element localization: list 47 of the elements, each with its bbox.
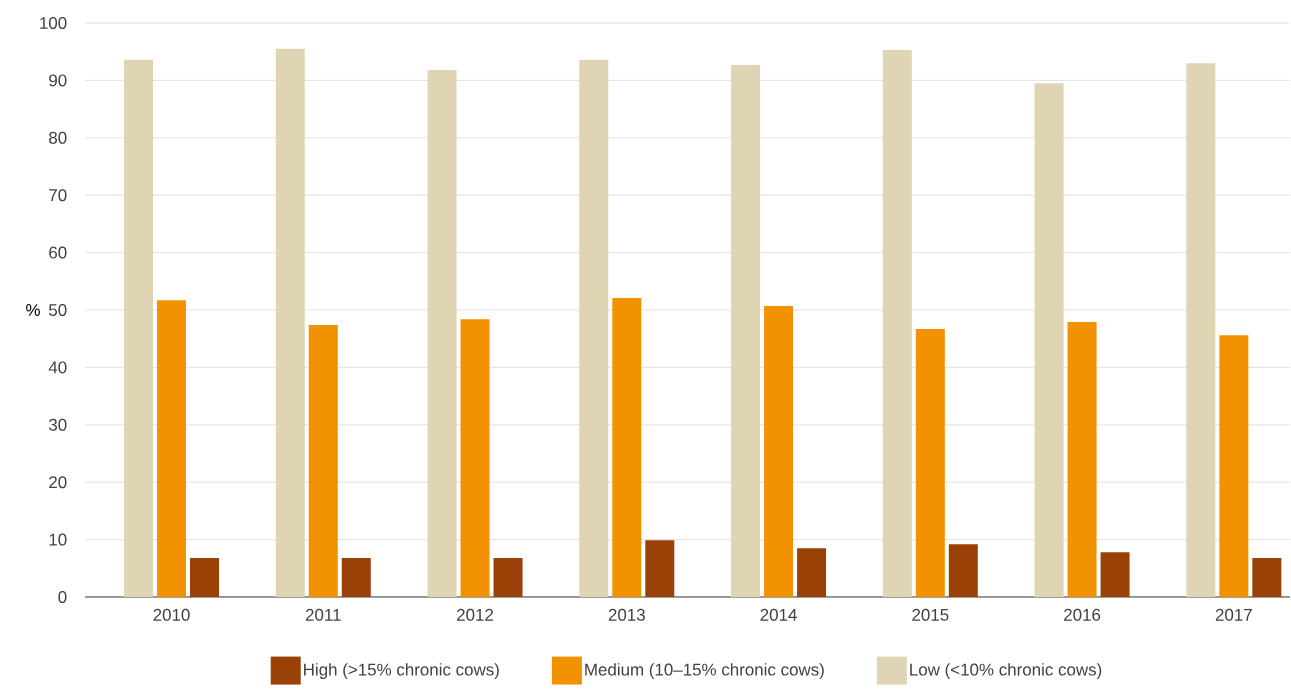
legend-label: Low (<10% chronic cows) (910, 663, 1102, 679)
bar (493, 557, 523, 597)
bar (797, 548, 827, 597)
x-tick-label: 2010 (153, 608, 190, 621)
bar (157, 300, 187, 597)
y-tick-label: 30 (48, 418, 67, 431)
bar (341, 557, 371, 597)
bar (764, 305, 794, 597)
bar (460, 319, 490, 597)
x-tick-label: 2013 (608, 608, 645, 621)
x-tick-label: 2012 (457, 608, 494, 621)
y-axis-title: % (26, 304, 40, 316)
x-tick-label: 2015 (912, 608, 949, 621)
bar (915, 328, 945, 597)
x-tick-label: 2017 (1215, 608, 1252, 621)
bar (579, 59, 609, 597)
y-tick-label: 60 (49, 246, 67, 259)
bar (308, 324, 338, 597)
legend-label: Medium (10–15% chronic cows) (585, 663, 824, 679)
x-tick-label: 2014 (760, 608, 797, 621)
x-tick-label: 2016 (1064, 608, 1101, 621)
bar (948, 544, 978, 597)
bar (882, 49, 912, 597)
y-tick-label: 40 (48, 361, 67, 374)
y-tick-label: 20 (49, 476, 67, 489)
bar (1100, 552, 1130, 597)
bar (1219, 335, 1249, 597)
bar (731, 64, 761, 597)
bar (275, 48, 305, 597)
bar (1186, 63, 1216, 597)
bar (190, 557, 220, 597)
y-tick-label: 10 (49, 533, 67, 546)
bar (645, 540, 675, 597)
y-tick-label: 70 (49, 189, 67, 202)
bar (1252, 557, 1282, 597)
bar (612, 297, 642, 597)
y-tick-label: 80 (49, 131, 67, 144)
y-tick-label: 0 (58, 590, 67, 603)
y-tick-label: 50 (49, 303, 67, 316)
y-tick-label: 90 (49, 74, 67, 87)
x-tick-label: 2011 (305, 608, 341, 621)
legend-label: High (>15% chronic cows) (304, 663, 499, 679)
bar (427, 70, 457, 597)
bar (1034, 83, 1064, 597)
y-tick-label: 100 (40, 16, 67, 29)
bar (124, 59, 154, 597)
bar (1067, 322, 1097, 597)
